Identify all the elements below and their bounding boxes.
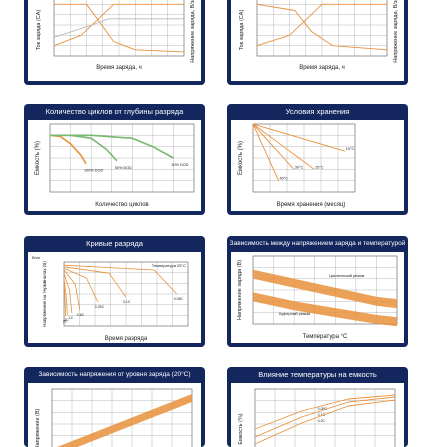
chart-voltage-temp: Циклический режим Буферный режим Напряжени… (237, 255, 398, 340)
curve-label: 0.6C (77, 313, 85, 317)
x-axis-label: Время разряда (105, 336, 148, 342)
curve-label: 1C (69, 316, 74, 320)
chart-cycles: 100% DOD 50% DOD 30% DOD Емкость (%) Количес… (35, 123, 195, 208)
series-line (254, 394, 396, 430)
chart-panel: 3C 2C 1C 0.6C 0.25C 0.1C 0.05C Температура 25°C… (28, 252, 201, 343)
card-voltage-level: Зависимость напряжения от уровня заряда … (24, 367, 205, 447)
series-line (256, 3, 388, 51)
series-line (254, 396, 396, 438)
card-title: Зависимость напряжения от уровня заряда … (38, 371, 191, 378)
series-label: 0.05C (318, 407, 328, 411)
series-label: 25°C (315, 165, 324, 169)
y-axis-label: Напряжение заряда (В) (237, 260, 243, 320)
series-line (252, 123, 295, 170)
chart-panel: Ток заряда (CA) Напряжение заряда, В/эл Вр… (231, 0, 404, 81)
card-charge-b: Ток заряда (CA) Напряжение заряда, В/эл Вр… (227, 0, 408, 85)
series-line (63, 277, 68, 315)
chart-panel: Ток заряда (CA) Напряжение заряда, В/эл Вр… (28, 0, 201, 81)
y-unit-label: В/эл (32, 255, 41, 260)
series-line (63, 273, 73, 314)
y-axis-label: Емкость (%) (238, 413, 244, 444)
x-axis-label: Количество циклов (95, 202, 148, 208)
series-line (53, 3, 184, 47)
series-line (252, 123, 279, 181)
card-cycles: Количество циклов от глубины разряда 100… (24, 104, 205, 215)
x-axis-label: Время хранения (месяц) (277, 202, 346, 208)
series-band (57, 394, 192, 447)
y2-axis-label: Напряжение заряда, В/эл (393, 0, 399, 63)
series-label: 100% DOD (84, 169, 103, 173)
chart-temp-capacity: 0.05C 0.1C 0.2C Емкость (%) (238, 388, 396, 447)
card-title: Влияние температуры на емкость (258, 370, 377, 379)
card-title: Количество циклов от глубины разряда (45, 107, 184, 116)
card-storage: Условия хранения 40°C 30°C 25°C 10°C Емкость… (227, 104, 408, 215)
series-line (50, 134, 174, 159)
series-line (63, 266, 127, 298)
series-line (63, 268, 99, 303)
series-label: 30% DOD (171, 163, 188, 167)
series-line (63, 269, 81, 311)
chart-panel: Циклический режим Буферный режим Напряжени… (231, 252, 404, 343)
series-line (49, 134, 87, 165)
note-label: Циклический режим (329, 274, 365, 278)
card-title: Условия хранения (285, 107, 350, 116)
chart-voltage-level: Напряжение (В) (35, 388, 193, 447)
y-axis-label: Напряжение на терминалах (В) (42, 261, 47, 327)
series-line (252, 123, 315, 170)
series-label: 50% DOD (115, 166, 132, 170)
card-discharge: Кривые разряда 3C 2C 1C 0.6C 0.25C 0.1C 0.05C Т… (24, 236, 205, 347)
series-line (256, 3, 387, 47)
series-label: 30°C (295, 165, 304, 169)
chart-panel: 0.05C 0.1C 0.2C Емкость (%) (231, 383, 404, 447)
series-label: 10°C (346, 147, 355, 151)
chart-panel: 100% DOD 50% DOD 30% DOD Емкость (%) Количес… (28, 120, 201, 211)
y-axis-label: Емкость (%) (35, 141, 41, 175)
card-charge-a: Ток заряда (CA) Напряжение заряда, В/эл Вр… (24, 0, 205, 85)
x-axis-label: Температура °C (303, 334, 348, 340)
card-temp-capacity: Влияние температуры на емкость 0.05C 0.1C… (227, 367, 408, 447)
chart-storage: 40°C 30°C 25°C 10°C Емкость (%) Время хранени… (238, 123, 356, 208)
card-title: Кривые разряда (86, 239, 143, 248)
plot-frame (254, 388, 396, 447)
series-label: 0.1C (318, 413, 326, 417)
y-axis-label: Ток заряда (CA) (239, 10, 245, 51)
annotation: Температура 25°C (152, 263, 186, 268)
card-voltage-temp: Зависимость между напряжением заряда и т… (227, 236, 408, 347)
series-label: 0.2C (318, 419, 326, 423)
chart-charge-b: Ток заряда (CA) Напряжение заряда, В/эл Вр… (239, 0, 399, 71)
series-line (54, 3, 185, 53)
series-band (253, 269, 397, 309)
curve-label: 0.25C (95, 305, 105, 309)
series-line (63, 281, 67, 317)
series-line (252, 123, 345, 152)
series-line (50, 134, 118, 162)
curve-label: 0.1C (123, 300, 131, 304)
plot-frame (51, 388, 193, 447)
chart-charge-a: Ток заряда (CA) Напряжение заряда, В/эл Вр… (36, 0, 196, 71)
chart-panel: Напряжение (В) (28, 383, 201, 447)
series-label: 40°C (280, 177, 289, 181)
series-band (253, 292, 397, 327)
curve-label: 3C (63, 319, 68, 323)
curve-label: 0.05C (174, 297, 184, 301)
note-label: Буферный режим (279, 312, 310, 316)
x-axis-label: Время заряда, ч (299, 65, 345, 71)
card-title: Зависимость между напряжением заряда и т… (229, 240, 406, 247)
y-axis-label: Ток заряда (CA) (36, 10, 42, 51)
curve-label: 2C (64, 318, 69, 322)
chart-panel: 40°C 30°C 25°C 10°C Емкость (%) Время хранени… (231, 120, 404, 211)
x-axis-label: Время заряда, ч (96, 65, 142, 71)
y2-axis-label: Напряжение заряда, В/эл (190, 0, 196, 63)
y-axis-label: Емкость (%) (238, 141, 244, 175)
series-line (63, 264, 177, 295)
y-axis-label: Напряжение (В) (35, 408, 41, 447)
series-line (53, 18, 184, 38)
